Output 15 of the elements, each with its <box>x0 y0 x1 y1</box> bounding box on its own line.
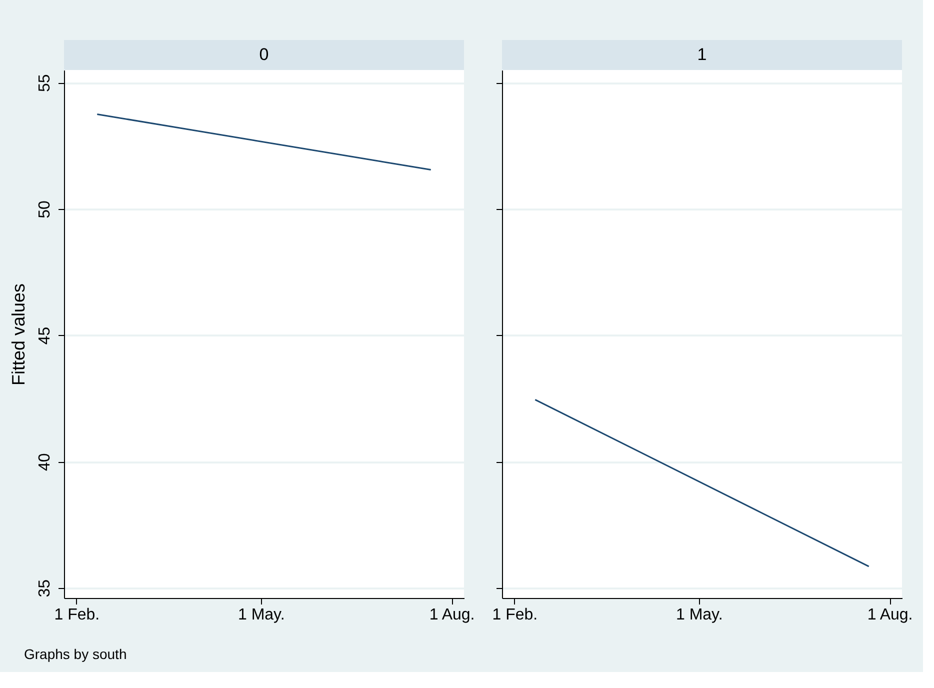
x-tick-label: 1 May. <box>238 606 285 624</box>
y-tick-label: 50 <box>36 200 54 218</box>
chart-title: 1 <box>697 45 707 64</box>
y-axis-title: Fitted values <box>8 283 28 386</box>
chart-title: 0 <box>259 45 269 64</box>
x-tick-label: 1 Aug. <box>867 606 913 624</box>
y-tick-label: 40 <box>36 453 54 471</box>
x-tick-label: 1 Feb. <box>492 606 538 624</box>
x-tick-label: 1 May. <box>676 606 723 624</box>
y-tick-label: 35 <box>36 579 54 598</box>
text: Graphs by south <box>24 646 127 662</box>
x-tick-label: 1 Feb. <box>54 606 100 624</box>
y-tick-label: 55 <box>36 74 54 92</box>
x-tick-label: 1 Aug. <box>429 606 475 624</box>
y-tick-label: 45 <box>36 326 54 345</box>
